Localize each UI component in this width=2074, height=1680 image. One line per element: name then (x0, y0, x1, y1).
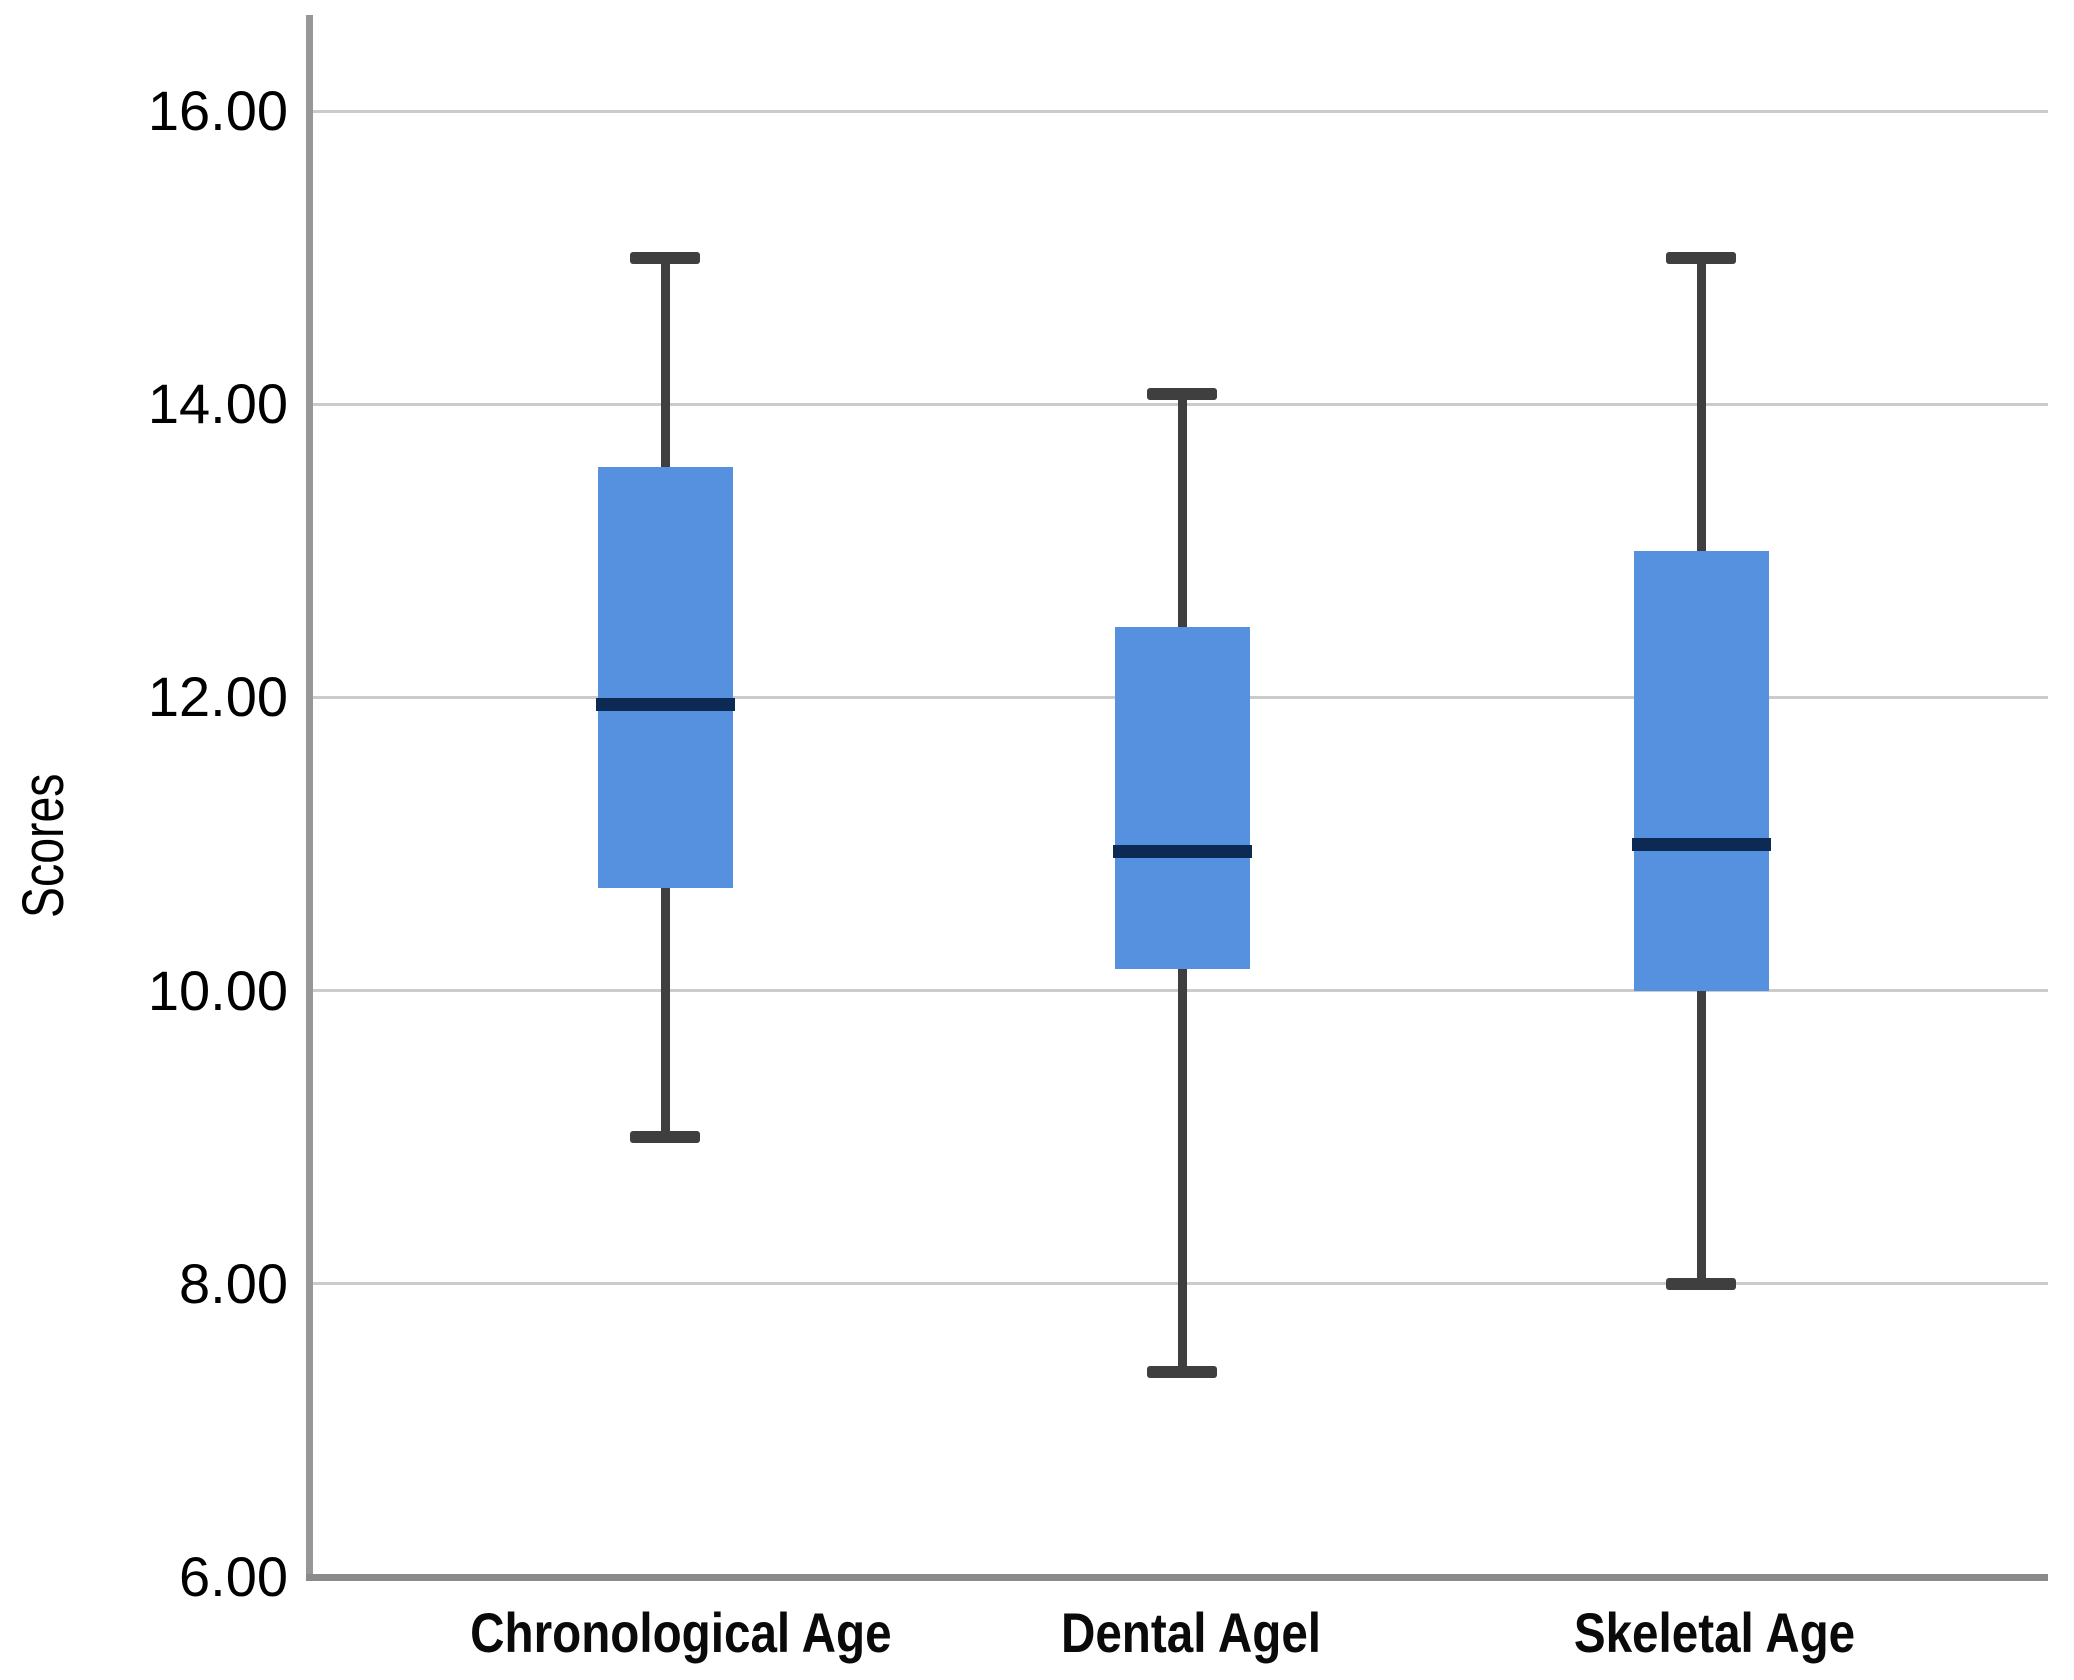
whisker-high-cap-dental-agel (1147, 388, 1217, 400)
x-category-label-text-dental-agel: Dental Agel (1060, 1601, 1322, 1664)
x-category-label-skeletal-age: Skeletal Age (1414, 1604, 2014, 1662)
median-line-chronological-age (596, 698, 735, 711)
whisker-low-cap-chronological-age (630, 1131, 700, 1143)
whisker-low-stem-dental-agel (1178, 969, 1187, 1372)
median-line-skeletal-age (1632, 838, 1771, 851)
whisker-low-stem-skeletal-age (1697, 991, 1706, 1284)
x-category-label-chronological-age: Chronological Age (381, 1604, 981, 1662)
whisker-low-cap-skeletal-age (1666, 1278, 1736, 1290)
y-tick-label-6.00: 6.00 (179, 1545, 288, 1608)
box-chronological-age (598, 467, 733, 888)
x-category-label-dental-agel: Dental Agel (891, 1604, 1491, 1662)
whisker-high-stem-dental-agel (1178, 394, 1187, 627)
y-tick-label-10.00: 10.00 (147, 959, 288, 1022)
whisker-low-stem-chronological-age (661, 888, 670, 1137)
x-axis-line (306, 1574, 2048, 1581)
whisker-high-stem-skeletal-age (1697, 258, 1706, 551)
whisker-high-cap-chronological-age (630, 252, 700, 264)
y-tick-label-8.00: 8.00 (179, 1252, 288, 1315)
box-skeletal-age (1634, 551, 1769, 991)
median-line-dental-agel (1113, 845, 1252, 858)
box-dental-agel (1115, 627, 1250, 969)
y-axis-line (306, 15, 313, 1581)
x-category-label-text-chronological-age: Chronological Age (470, 1601, 892, 1664)
x-category-label-text-skeletal-age: Skeletal Age (1573, 1601, 1855, 1664)
whisker-high-stem-chronological-age (661, 258, 670, 468)
y-tick-label-14.00: 14.00 (147, 372, 288, 435)
y-tick-label-12.00: 12.00 (147, 665, 288, 728)
whisker-low-cap-dental-agel (1147, 1366, 1217, 1378)
whisker-high-cap-skeletal-age (1666, 252, 1736, 264)
gridline-16.00 (313, 110, 2048, 113)
y-axis-title-text: Scores (11, 773, 76, 919)
y-tick-label-16.00: 16.00 (147, 79, 288, 142)
